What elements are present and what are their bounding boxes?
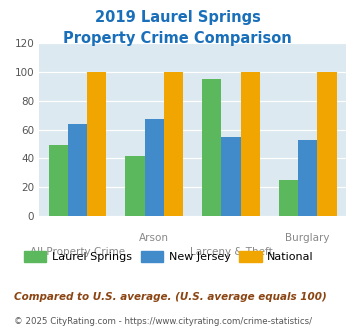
Bar: [164, 72, 183, 216]
Text: Property Crime Comparison: Property Crime Comparison: [63, 31, 292, 46]
Bar: [222, 137, 241, 216]
Text: Burglary: Burglary: [285, 233, 330, 243]
Text: Larceny & Theft: Larceny & Theft: [190, 247, 272, 257]
Bar: [279, 180, 298, 216]
Bar: [298, 140, 317, 216]
Text: 2019 Laurel Springs: 2019 Laurel Springs: [94, 10, 261, 25]
Text: © 2025 CityRating.com - https://www.cityrating.com/crime-statistics/: © 2025 CityRating.com - https://www.city…: [14, 317, 312, 326]
Text: Compared to U.S. average. (U.S. average equals 100): Compared to U.S. average. (U.S. average …: [14, 292, 327, 302]
Bar: [317, 72, 337, 216]
Bar: [68, 124, 87, 216]
Bar: [49, 146, 68, 216]
Legend: Laurel Springs, New Jersey, National: Laurel Springs, New Jersey, National: [20, 247, 318, 267]
Bar: [125, 155, 144, 216]
Bar: [144, 119, 164, 216]
Bar: [241, 72, 260, 216]
Bar: [87, 72, 106, 216]
Bar: [202, 79, 222, 216]
Text: All Property Crime: All Property Crime: [30, 247, 125, 257]
Text: Arson: Arson: [139, 233, 169, 243]
